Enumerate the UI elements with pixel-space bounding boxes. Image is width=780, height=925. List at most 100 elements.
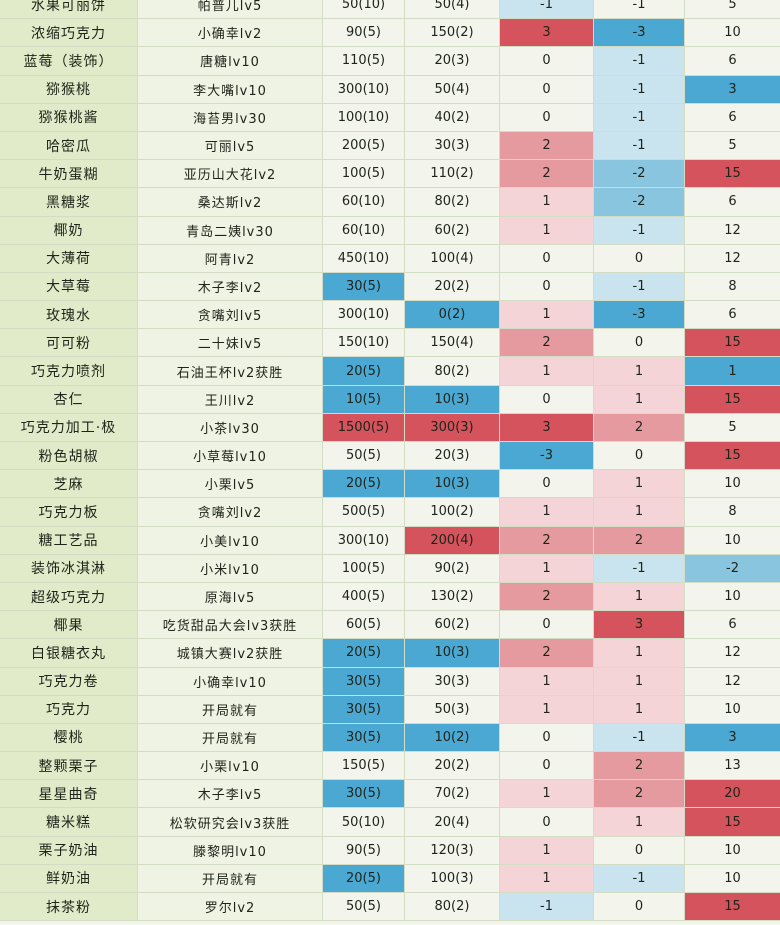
source-cell: 小米lv10	[138, 554, 323, 582]
stat2-cell: -2	[594, 188, 685, 216]
stat2-cell: -1	[594, 47, 685, 75]
cost-cell: 60(5)	[323, 611, 405, 639]
table-row: 星星曲奇 木子李lv5 30(5) 70(2) 1 2 20	[0, 780, 780, 809]
cost-cell: 150(5)	[323, 752, 405, 780]
time-cell: 20(4)	[405, 808, 500, 836]
cost-cell: 100(10)	[323, 103, 405, 131]
source-cell: 亚历山大花lv2	[138, 160, 323, 188]
source-cell: 帕普儿lv5	[138, 0, 323, 19]
stat3-cell: 5	[685, 131, 780, 160]
stat3-cell: 6	[685, 301, 780, 329]
table-row: 杏仁 王川lv2 10(5) 10(3) 0 1 15	[0, 385, 780, 414]
time-cell: 100(3)	[405, 864, 500, 892]
stat3-cell: 15	[685, 808, 780, 836]
ingredient-name: 水果可丽饼	[0, 0, 138, 19]
source-cell: 小茶lv30	[138, 413, 323, 441]
source-cell: 滕黎明lv10	[138, 836, 323, 864]
cost-cell: 500(5)	[323, 498, 405, 526]
source-cell: 阿青lv2	[138, 244, 323, 272]
ingredient-name: 芝麻	[0, 470, 138, 498]
time-cell: 80(2)	[405, 893, 500, 921]
stat3-cell: 6	[685, 188, 780, 216]
stat1-cell: 1	[500, 357, 594, 385]
ingredient-name: 巧克力卷	[0, 667, 138, 695]
stat2-cell: 0	[594, 329, 685, 357]
time-cell: 10(3)	[405, 639, 500, 667]
stat1-cell: 3	[500, 19, 594, 47]
stat3-cell: 15	[685, 385, 780, 413]
cost-cell: 150(10)	[323, 329, 405, 357]
time-cell: 50(4)	[405, 75, 500, 103]
stat1-cell: 0	[500, 385, 594, 413]
time-cell: 300(3)	[405, 413, 500, 441]
source-cell: 唐糖lv10	[138, 47, 323, 75]
time-cell: 110(2)	[405, 160, 500, 188]
stat1-cell: 1	[500, 695, 594, 723]
stat1-cell: 0	[500, 470, 594, 498]
stat2-cell: -1	[594, 216, 685, 244]
cost-cell: 50(10)	[323, 0, 405, 19]
stat3-cell: 20	[685, 780, 780, 808]
stat2-cell: 1	[594, 498, 685, 526]
source-cell: 可丽lv5	[138, 131, 323, 160]
table-row: 椰果 吃货甜品大会lv3获胜 60(5) 60(2) 0 3 6	[0, 611, 780, 640]
stat1-cell: 0	[500, 723, 594, 752]
stat3-cell: 6	[685, 47, 780, 75]
stat1-cell: 1	[500, 836, 594, 864]
ingredient-name: 可可粉	[0, 329, 138, 357]
stat3-cell: 15	[685, 160, 780, 188]
table-row: 整颗栗子 小栗lv10 150(5) 20(2) 0 2 13	[0, 752, 780, 781]
source-cell: 小美lv10	[138, 526, 323, 554]
stat3-cell: 3	[685, 75, 780, 103]
cost-cell: 30(5)	[323, 695, 405, 723]
stat3-cell: 15	[685, 442, 780, 470]
time-cell: 80(2)	[405, 188, 500, 216]
table-row: 巧克力加工·极 小茶lv30 1500(5) 300(3) 3 2 5	[0, 413, 780, 442]
cost-cell: 20(5)	[323, 357, 405, 385]
stat2-cell: 1	[594, 695, 685, 723]
stat2-cell: -1	[594, 554, 685, 582]
stat2-cell: -1	[594, 75, 685, 103]
stat2-cell: 1	[594, 470, 685, 498]
cost-cell: 110(5)	[323, 47, 405, 75]
stat1-cell: -1	[500, 0, 594, 19]
ingredient-name: 大草莓	[0, 272, 138, 301]
time-cell: 20(2)	[405, 752, 500, 780]
stat1-cell: 1	[500, 301, 594, 329]
ingredient-name: 哈密瓜	[0, 131, 138, 160]
table-row: 哈密瓜 可丽lv5 200(5) 30(3) 2 -1 5	[0, 131, 780, 161]
table-row: 蓝莓（装饰） 唐糖lv10 110(5) 20(3) 0 -1 6	[0, 47, 780, 76]
stat1-cell: 2	[500, 582, 594, 611]
stat2-cell: 1	[594, 667, 685, 695]
stat3-cell: 8	[685, 498, 780, 526]
source-cell: 贪嘴刘lv5	[138, 301, 323, 329]
stat3-cell: 3	[685, 723, 780, 752]
time-cell: 150(2)	[405, 19, 500, 47]
stat2-cell: 1	[594, 582, 685, 611]
cost-cell: 20(5)	[323, 639, 405, 667]
cost-cell: 300(10)	[323, 75, 405, 103]
source-cell: 开局就有	[138, 723, 323, 752]
cost-cell: 50(5)	[323, 893, 405, 921]
stat2-cell: 0	[594, 836, 685, 864]
time-cell: 10(3)	[405, 385, 500, 413]
ingredient-name: 蓝莓（装饰）	[0, 47, 138, 75]
stat1-cell: 0	[500, 611, 594, 639]
table-row: 巧克力卷 小确幸lv10 30(5) 30(3) 1 1 12	[0, 667, 780, 696]
stat3-cell: 1	[685, 357, 780, 385]
time-cell: 80(2)	[405, 357, 500, 385]
time-cell: 150(4)	[405, 329, 500, 357]
source-cell: 松软研究会lv3获胜	[138, 808, 323, 836]
time-cell: 0(2)	[405, 301, 500, 329]
source-cell: 小栗lv5	[138, 470, 323, 498]
stat1-cell: 2	[500, 526, 594, 554]
stat2-cell: 2	[594, 780, 685, 808]
source-cell: 吃货甜品大会lv3获胜	[138, 611, 323, 639]
stat3-cell: 12	[685, 667, 780, 695]
stat3-cell: 5	[685, 0, 780, 19]
stat2-cell: 0	[594, 893, 685, 921]
source-cell: 开局就有	[138, 864, 323, 892]
stat1-cell: 3	[500, 413, 594, 441]
time-cell: 20(2)	[405, 272, 500, 301]
